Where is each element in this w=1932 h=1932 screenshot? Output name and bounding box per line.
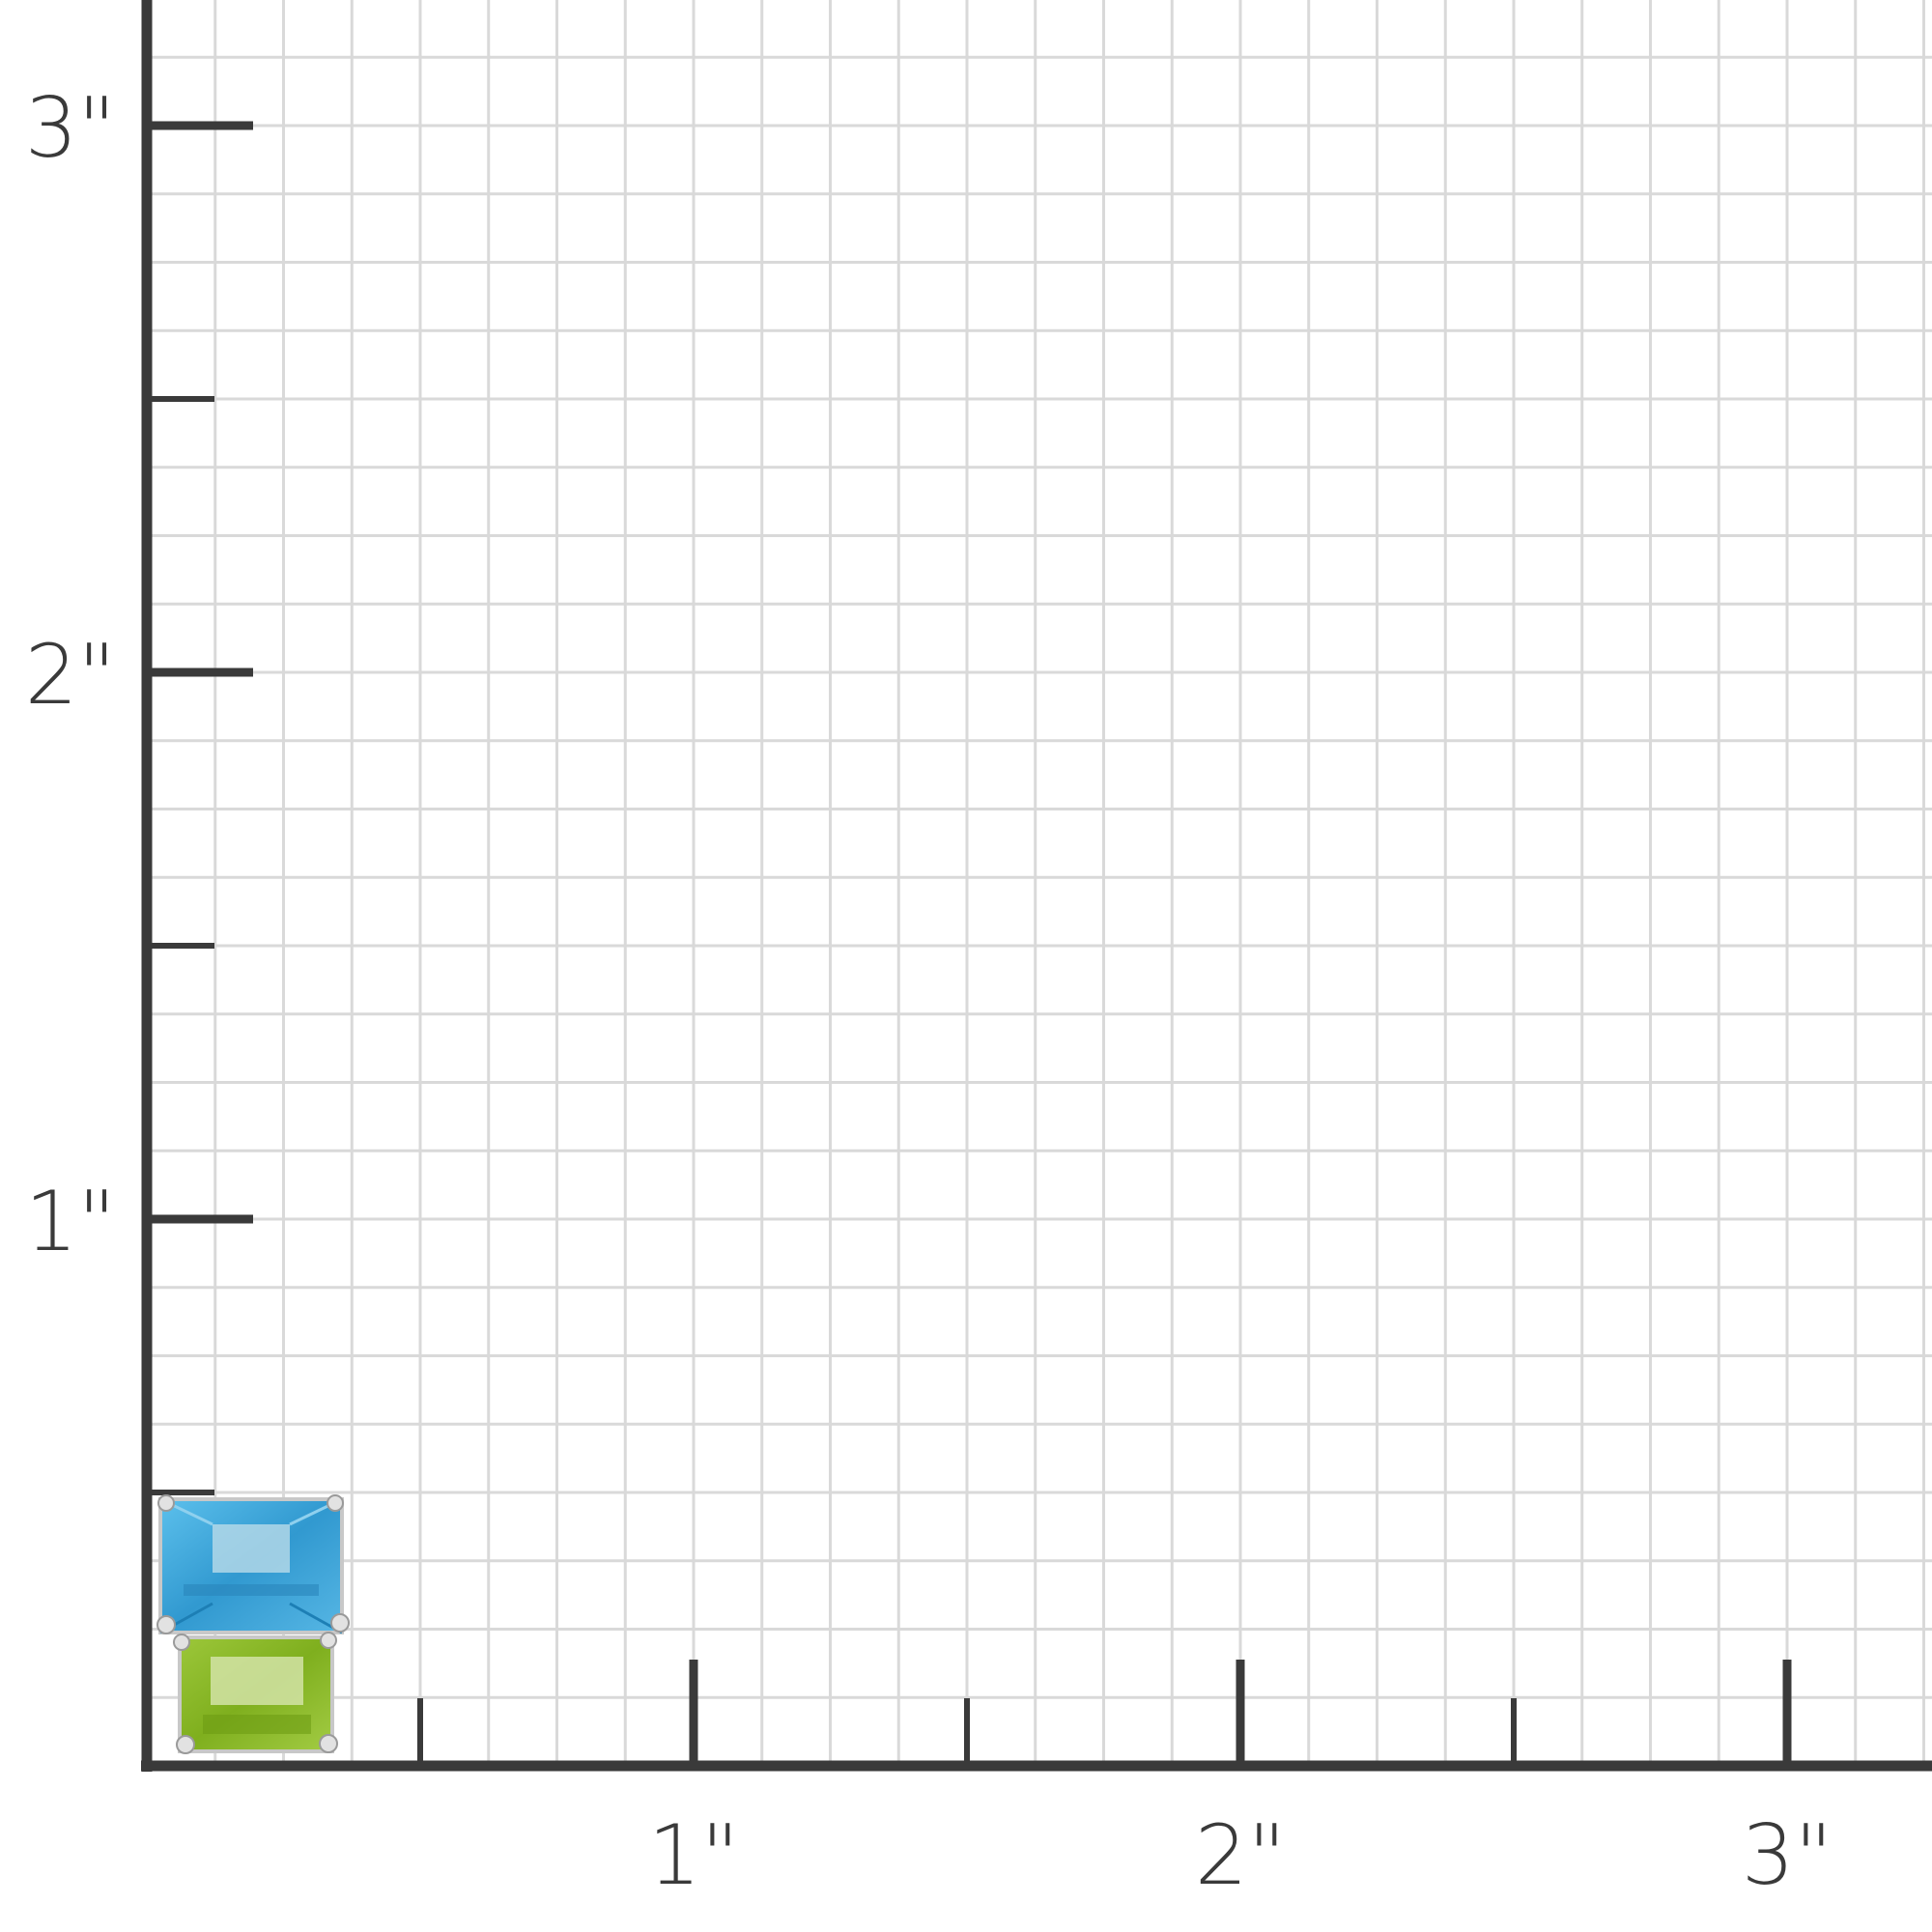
- x-tick-label: 3": [1742, 1807, 1833, 1904]
- grid-lines: [147, 0, 1932, 1766]
- axes: [141, 0, 1932, 1772]
- x-tick-label: 1": [648, 1807, 739, 1904]
- y-tick-label: 3": [25, 80, 116, 177]
- tick-labels: 1" 2" 3" 1" 2" 3": [25, 80, 1833, 1904]
- earring-image: [156, 1494, 350, 1754]
- y-tick-label: 2": [25, 627, 116, 724]
- prongs: [156, 1494, 350, 1754]
- x-tick-label: 2": [1195, 1807, 1286, 1904]
- y-tick-label: 1": [25, 1174, 116, 1270]
- ticks: [147, 121, 1792, 1766]
- peridot-table: [211, 1657, 303, 1705]
- blue-topaz-table: [213, 1524, 290, 1573]
